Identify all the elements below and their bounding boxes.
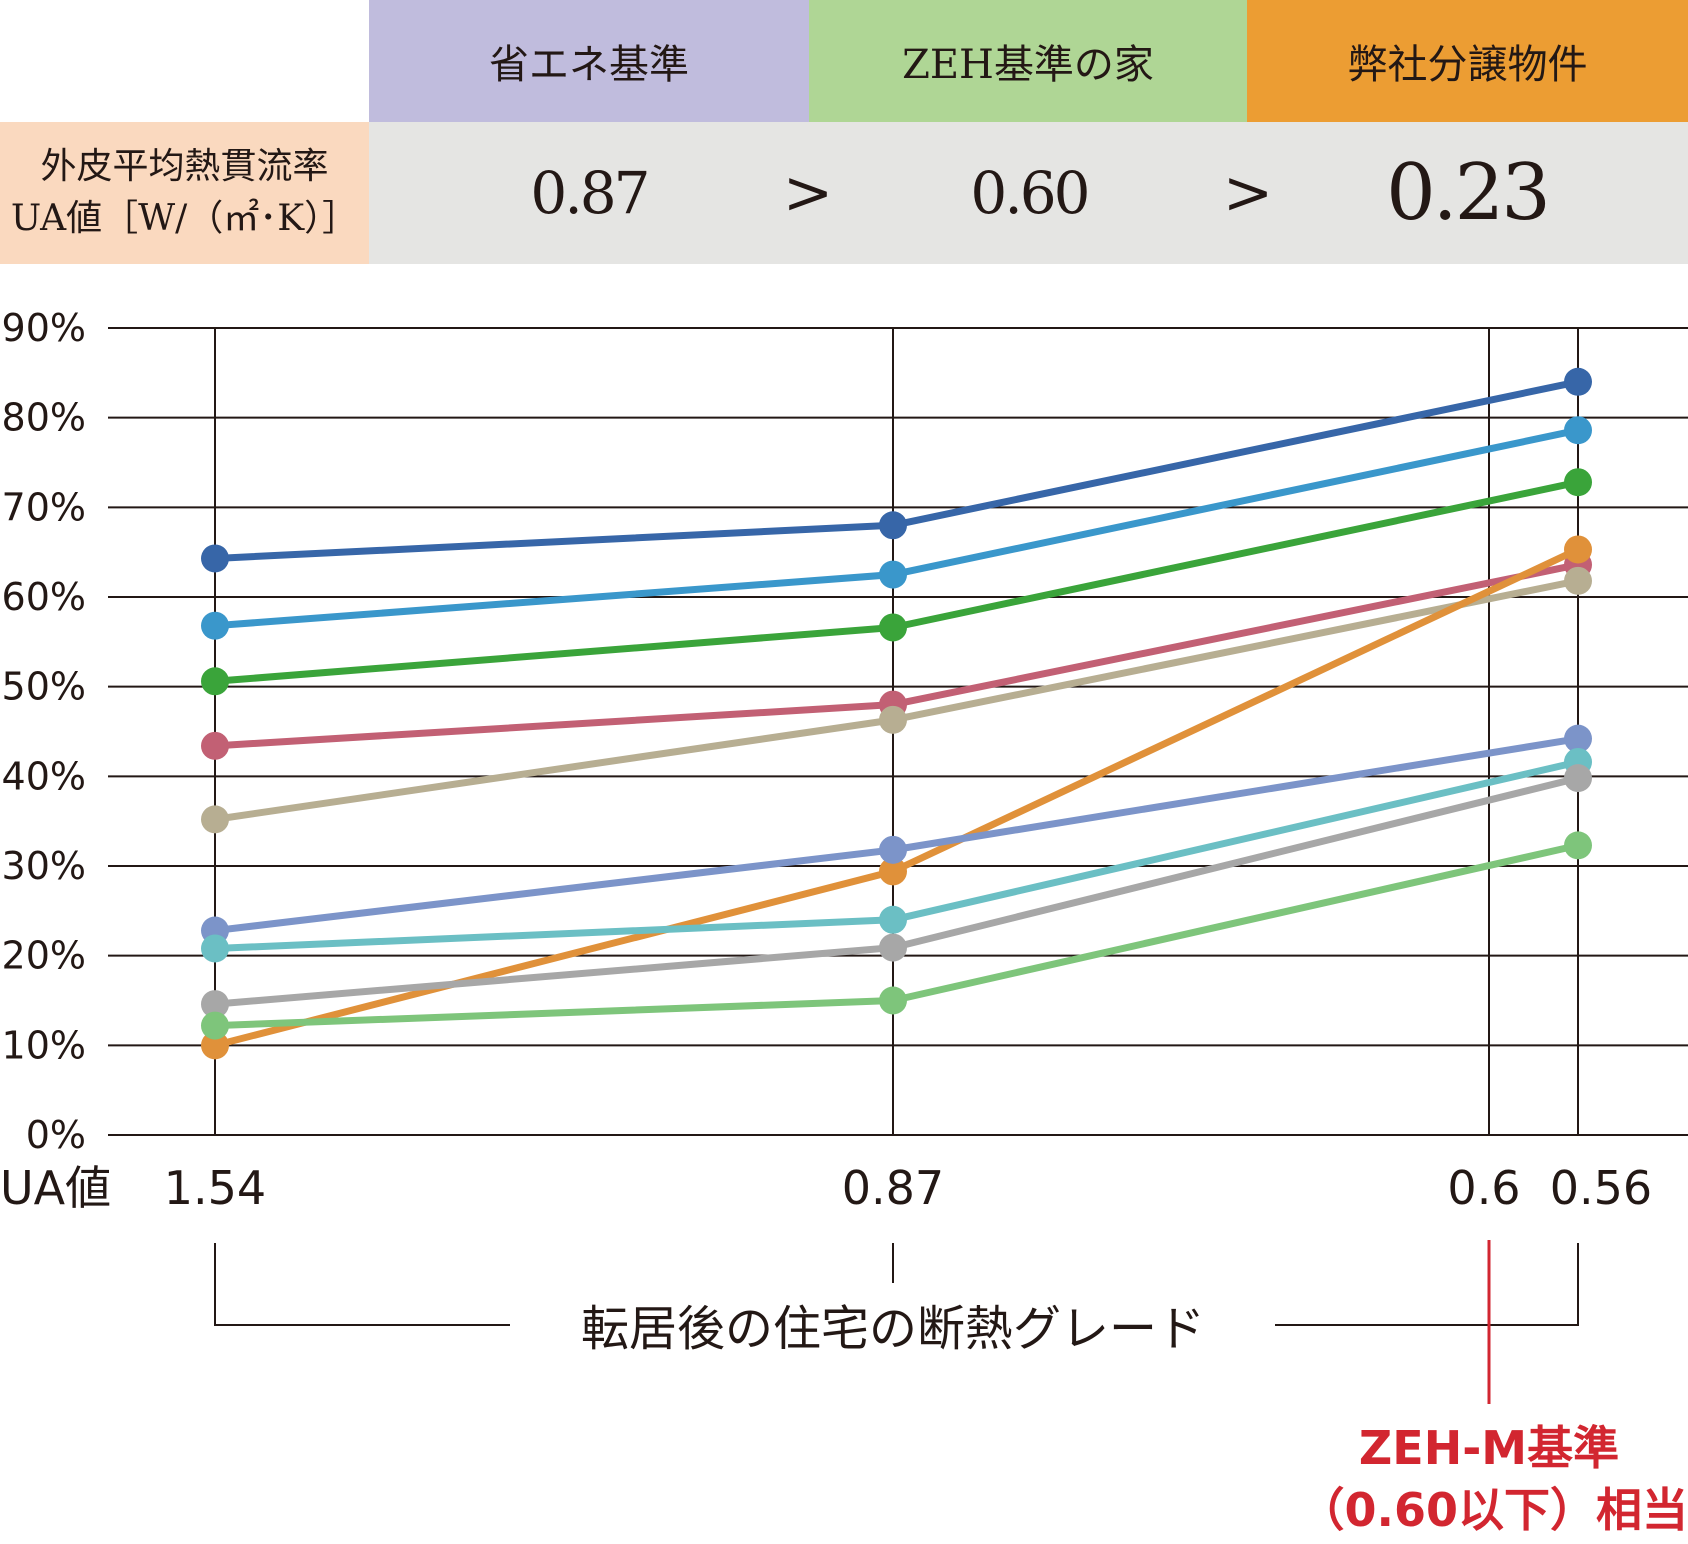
- x-tick-label: 0.56: [1550, 1161, 1652, 1215]
- data-point: [1564, 468, 1592, 497]
- y-tick-label: 20%: [2, 934, 86, 978]
- x-axis-title: UA値: [0, 1161, 111, 1215]
- data-point: [1564, 367, 1592, 396]
- ua-row-label-line1: 外皮平均熱貫流率: [40, 146, 329, 187]
- data-point: [1564, 535, 1592, 564]
- header-col-label: 省エネ基準: [489, 42, 689, 88]
- series-9: [201, 764, 1592, 1019]
- series-1: [201, 367, 1592, 573]
- x-axis-label: 転居後の住宅の断熱グレード: [581, 1301, 1205, 1357]
- data-point: [879, 857, 907, 886]
- data-point: [1564, 831, 1592, 860]
- data-point: [879, 705, 907, 734]
- y-tick-label: 60%: [2, 575, 86, 619]
- data-point: [201, 1031, 229, 1060]
- zehm-note-line2: （0.60以下）相当: [1299, 1483, 1688, 1537]
- data-point: [879, 511, 907, 540]
- ua-row-label-line2: UA値［W/（㎡･K）］: [10, 198, 359, 239]
- chart-series: [201, 367, 1592, 1060]
- data-point: [879, 905, 907, 934]
- x-tick-label: 0.87: [842, 1161, 944, 1215]
- data-point: [879, 835, 907, 864]
- y-tick-label: 80%: [2, 396, 86, 440]
- x-tick-label: 1.54: [164, 1161, 266, 1215]
- y-tick-label: 10%: [2, 1023, 86, 1067]
- y-tick-label: 90%: [2, 306, 86, 350]
- ua-row-label: 外皮平均熱貫流率 UA値［W/（㎡･K）］: [0, 122, 369, 264]
- data-point: [201, 1011, 229, 1040]
- y-tick-label: 30%: [2, 844, 86, 888]
- ua-value-sho-ene: 0.87: [530, 159, 650, 227]
- series-5: [201, 566, 1592, 834]
- series-10: [201, 831, 1592, 1040]
- data-point: [1564, 764, 1592, 793]
- series-line: [214, 735, 1579, 935]
- greater-than-sign: >: [782, 158, 834, 228]
- data-point: [879, 986, 907, 1015]
- data-point: [201, 805, 229, 834]
- ua-value-zeh: 0.60: [970, 159, 1090, 227]
- header-col-our-property: 弊社分譲物件: [1247, 0, 1688, 122]
- header-col-zeh: ZEH基準の家: [809, 0, 1247, 122]
- xlabel-bracket-left: [214, 1243, 510, 1326]
- data-point: [1564, 724, 1592, 753]
- x-tick-label: 0.6: [1447, 1161, 1520, 1215]
- x-axis-ticks: 1.54 0.87 0.6 0.56: [164, 1161, 1652, 1215]
- header-col-sho-ene: 省エネ基準: [369, 0, 809, 122]
- y-tick-label: 50%: [2, 665, 86, 709]
- data-point: [201, 934, 229, 963]
- y-tick-label: 0%: [26, 1113, 86, 1157]
- data-point: [201, 731, 229, 760]
- data-point: [1564, 566, 1592, 595]
- ua-value-our-property: 0.23: [1386, 148, 1551, 238]
- data-point: [879, 560, 907, 589]
- data-point: [879, 613, 907, 642]
- series-2: [201, 416, 1592, 640]
- data-point: [1564, 416, 1592, 445]
- greater-than-sign: >: [1222, 158, 1274, 228]
- y-tick-label: 40%: [2, 754, 86, 798]
- data-point: [201, 611, 229, 640]
- data-point: [879, 933, 907, 962]
- data-point: [201, 667, 229, 696]
- y-axis-ticks: 0% 10% 20% 30% 40% 50% 60% 70% 80% 90%: [2, 306, 86, 1157]
- header-col-label: ZEH基準の家: [902, 42, 1154, 88]
- data-point: [201, 990, 229, 1019]
- zehm-note-line1: ZEH-M基準: [1359, 1421, 1619, 1475]
- ua-values-row: [369, 122, 1688, 264]
- series-3: [201, 468, 1592, 696]
- header-col-label: 弊社分譲物件: [1347, 42, 1588, 88]
- xlabel-bracket-right: [1275, 1243, 1579, 1326]
- data-point: [201, 544, 229, 573]
- y-tick-label: 70%: [2, 485, 86, 529]
